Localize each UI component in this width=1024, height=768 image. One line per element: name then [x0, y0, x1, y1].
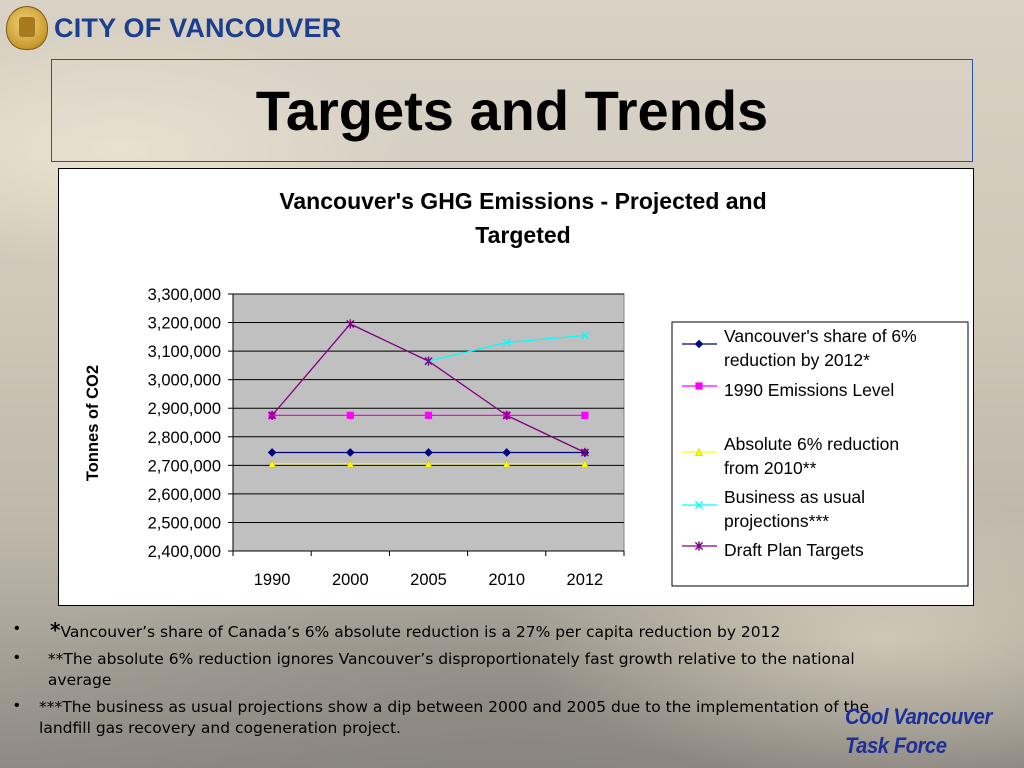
task-force-brand: Cool Vancouver Task Force	[845, 702, 992, 760]
footnote-text: **The absolute 6% reduction ignores Vanc…	[47, 650, 855, 689]
footnote-text: Vancouver’s share of Canada’s 6% absolut…	[60, 623, 781, 641]
bullet-icon: •	[14, 649, 20, 666]
y-tick-label: 3,300,000	[148, 286, 221, 304]
y-tick-label: 2,800,000	[148, 429, 221, 447]
footnote-marker: *	[50, 618, 61, 642]
brand-line-2: Task Force	[845, 733, 947, 758]
y-axis-label: Tonnes of CO2	[84, 365, 102, 481]
chart-title-line-2: Targeted	[475, 222, 570, 248]
series-2-point	[268, 459, 277, 468]
bullet-icon: •	[14, 697, 20, 714]
footnote-text: ***The business as usual projections sho…	[39, 698, 870, 737]
brand-line-1: Cool Vancouver	[845, 704, 992, 729]
series-2-point	[424, 459, 433, 468]
series-0-point	[267, 448, 277, 457]
bullet-icon: •	[14, 620, 20, 637]
y-tick-label: 3,100,000	[148, 343, 221, 361]
y-tick-label: 3,200,000	[148, 315, 221, 333]
legend-label: projections***	[724, 511, 829, 531]
series-1-point	[424, 411, 433, 419]
legend-label: Draft Plan Targets	[724, 540, 864, 560]
legend-swatch-marker	[694, 541, 704, 551]
chart-frame: Vancouver's GHG Emissions - Projected an…	[58, 168, 974, 606]
series-4-point	[424, 356, 433, 366]
series-2-point	[580, 459, 589, 468]
legend-label: 1990 Emissions Level	[724, 380, 894, 400]
org-name: CITY OF VANCOUVER	[54, 12, 342, 43]
title-box: Targets and Trends	[51, 59, 973, 162]
legend-label: Absolute 6% reduction	[724, 434, 899, 454]
x-tick-label: 1990	[254, 571, 291, 589]
series-4-point	[268, 410, 277, 420]
legend-label: reduction by 2012*	[724, 350, 870, 370]
legend-swatch-marker	[694, 447, 704, 456]
legend-label: Business as usual	[724, 487, 865, 507]
series-0-point	[424, 448, 433, 457]
y-tick-label: 2,500,000	[148, 514, 221, 532]
y-tick-label: 2,600,000	[148, 486, 221, 504]
legend-label: from 2010**	[724, 458, 817, 478]
x-tick-label: 2000	[332, 571, 369, 589]
legend-label: Vancouver's share of 6%	[724, 326, 917, 346]
series-2-point	[346, 459, 355, 468]
legend-swatch-marker	[695, 382, 703, 390]
x-tick-label: 2012	[567, 571, 604, 589]
series-4-point	[580, 447, 589, 458]
series-1-point	[346, 411, 354, 419]
series-3-point	[580, 331, 589, 340]
footnotes: • *Vancouver’s share of Canada’s 6% abso…	[12, 620, 872, 745]
footnote-item: • **The absolute 6% reduction ignores Va…	[12, 649, 872, 691]
series-4-point	[502, 410, 511, 420]
ghg-chart: Vancouver's GHG Emissions - Projected an…	[84, 188, 969, 589]
legend-box	[671, 321, 969, 587]
y-tick-label: 2,700,000	[148, 457, 221, 475]
series-1-point	[581, 411, 589, 419]
x-tick-label: 2010	[488, 571, 525, 589]
legend-swatch-marker	[694, 500, 704, 510]
chart-title-line-1: Vancouver's GHG Emissions - Projected an…	[279, 188, 766, 214]
series-0-point	[502, 448, 512, 457]
slide-title: Targets and Trends	[255, 79, 769, 142]
series-4-point	[346, 319, 355, 329]
y-tick-label: 3,000,000	[148, 372, 221, 390]
x-tick-label: 2005	[410, 571, 447, 589]
footnote-item: • ***The business as usual projections s…	[12, 697, 872, 739]
series-2-point	[502, 459, 511, 468]
y-tick-label: 2,900,000	[148, 400, 221, 418]
plot-area	[232, 293, 625, 552]
series-0-point	[345, 448, 355, 457]
legend-swatch-marker	[694, 339, 704, 349]
footnote-item: • *Vancouver’s share of Canada’s 6% abso…	[12, 620, 872, 643]
series-3-point	[502, 338, 511, 347]
city-logo: CITY OF VANCOUVER	[6, 6, 341, 50]
y-tick-label: 2,400,000	[148, 543, 221, 561]
city-seal-icon	[6, 6, 48, 50]
